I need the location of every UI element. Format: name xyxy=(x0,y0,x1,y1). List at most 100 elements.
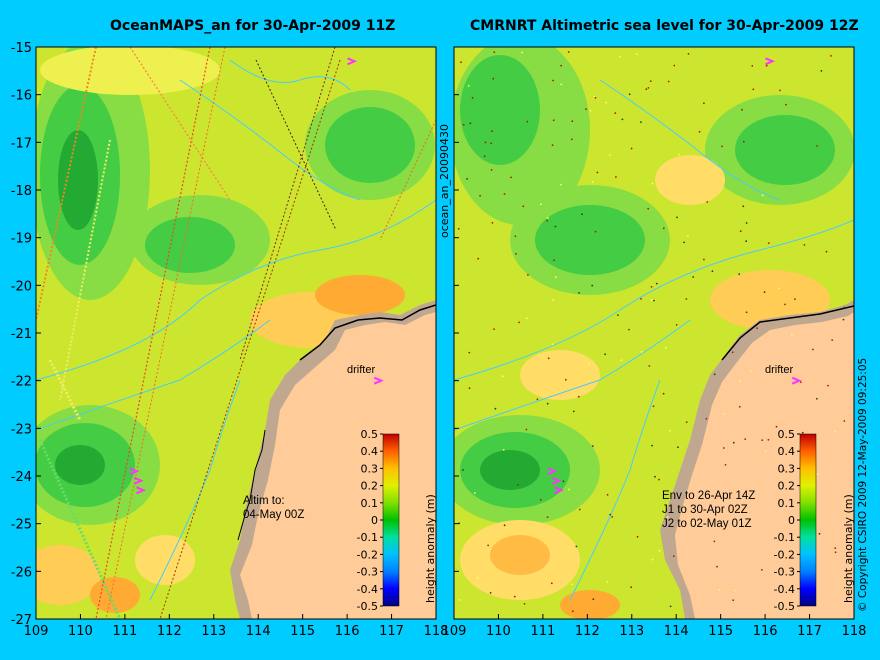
observation-dot xyxy=(687,53,690,55)
observation-dot xyxy=(605,101,608,104)
observation-dot xyxy=(745,311,748,314)
observation-dot xyxy=(501,375,504,378)
observation-dot xyxy=(834,547,837,549)
observation-dot xyxy=(799,381,802,383)
observation-dot xyxy=(457,227,460,230)
observation-dot xyxy=(490,169,493,171)
right-annotation-line: J2 to 02-May 01Z xyxy=(662,518,752,530)
observation-dot xyxy=(739,230,742,233)
observation-dot xyxy=(551,343,554,346)
observation-dot xyxy=(652,405,655,408)
observation-dot xyxy=(834,430,837,432)
observation-dot xyxy=(658,549,661,552)
observation-dot xyxy=(473,492,476,494)
observation-dot xyxy=(666,516,669,519)
altimeter-observation-dots xyxy=(457,51,846,613)
observation-dot xyxy=(571,120,574,123)
observation-dot xyxy=(827,384,829,387)
observation-dot xyxy=(675,324,678,326)
observation-dot xyxy=(648,365,651,367)
y-tick-label: -24 xyxy=(11,470,32,485)
observation-dot xyxy=(476,577,479,579)
x-tick-label: 114 xyxy=(664,624,689,639)
colorbar-tick-label: -0.1 xyxy=(774,531,795,544)
drifter-marker xyxy=(547,467,558,476)
observation-dot xyxy=(462,123,465,126)
colorbar-tick-label: -0.1 xyxy=(357,531,378,544)
observation-dot xyxy=(830,55,832,57)
x-tick-label: 110 xyxy=(486,624,511,639)
observation-dot xyxy=(739,380,742,383)
right-colorbar xyxy=(799,433,817,607)
observation-dot xyxy=(581,213,583,216)
observation-dot xyxy=(546,402,549,405)
x-tick-label: 114 xyxy=(246,624,271,639)
observation-dot xyxy=(752,88,755,91)
observation-dot xyxy=(669,429,671,432)
y-tick-label: -27 xyxy=(11,613,32,628)
observation-dot xyxy=(594,230,597,233)
observation-dot xyxy=(490,142,493,145)
observation-dot xyxy=(502,449,505,451)
left-annotation-line: Altim to: xyxy=(243,495,285,507)
observation-dot xyxy=(662,227,665,230)
observation-dot xyxy=(594,96,597,99)
observation-dot xyxy=(722,447,725,449)
x-tick-label: 109 xyxy=(442,624,467,639)
observation-dot xyxy=(606,580,608,583)
observation-dot xyxy=(751,65,754,67)
observation-dot xyxy=(560,64,562,67)
colorbar-tick-label: 0.3 xyxy=(361,462,379,475)
x-tick-label: 112 xyxy=(157,624,182,639)
y-tick-label: -15 xyxy=(11,41,32,56)
colorbar-tick-label: 0 xyxy=(788,514,795,527)
colorbar-tick-label: 0.3 xyxy=(778,462,796,475)
observation-dot xyxy=(479,194,481,197)
observation-dot xyxy=(745,240,748,243)
observation-dot xyxy=(552,119,555,122)
observation-dot xyxy=(655,282,658,285)
observation-dot xyxy=(703,258,705,261)
observation-dot xyxy=(820,70,823,72)
colorbar-tick-label: 0.5 xyxy=(778,428,796,441)
observation-dot xyxy=(731,351,734,354)
observation-dot xyxy=(658,478,660,481)
observation-dot xyxy=(469,122,472,125)
observation-dot xyxy=(818,532,821,535)
observation-dot xyxy=(546,516,549,518)
observation-dot xyxy=(593,95,596,98)
colorbar-tick-label: -0.2 xyxy=(774,548,795,561)
observation-dot xyxy=(703,102,705,105)
observation-dot xyxy=(515,252,517,255)
observation-dot xyxy=(540,203,542,206)
observation-dot xyxy=(635,53,638,55)
observation-dot xyxy=(640,298,642,300)
y-tick-label: -26 xyxy=(11,565,32,580)
observation-dot xyxy=(683,241,685,244)
observation-dot xyxy=(570,138,573,141)
observation-dot xyxy=(760,569,763,571)
observation-dot xyxy=(650,286,653,288)
observation-dot xyxy=(518,321,520,324)
observation-dot xyxy=(630,586,633,589)
observation-dot xyxy=(718,589,721,591)
observation-dot xyxy=(539,499,542,501)
observation-dot xyxy=(698,130,701,133)
observation-dot xyxy=(460,61,462,64)
observation-dot xyxy=(761,194,764,197)
right-drifter-label: drifter xyxy=(765,364,794,376)
observation-dot xyxy=(732,599,735,602)
left-annotation: Altim to: 04-May 00Z xyxy=(243,494,304,522)
observation-dot xyxy=(742,140,745,143)
right-colorbar-label: height anomaly (m) xyxy=(842,494,855,603)
observation-dot xyxy=(745,222,748,224)
observation-dot xyxy=(525,428,528,431)
observation-dot xyxy=(687,234,689,237)
y-tick-label: -18 xyxy=(11,184,32,199)
observation-dot xyxy=(484,141,487,144)
observation-dot xyxy=(546,219,549,222)
observation-dot xyxy=(667,80,670,83)
x-tick-label: 115 xyxy=(708,624,733,639)
drifter-marker xyxy=(765,57,776,66)
observation-dot xyxy=(738,273,741,275)
